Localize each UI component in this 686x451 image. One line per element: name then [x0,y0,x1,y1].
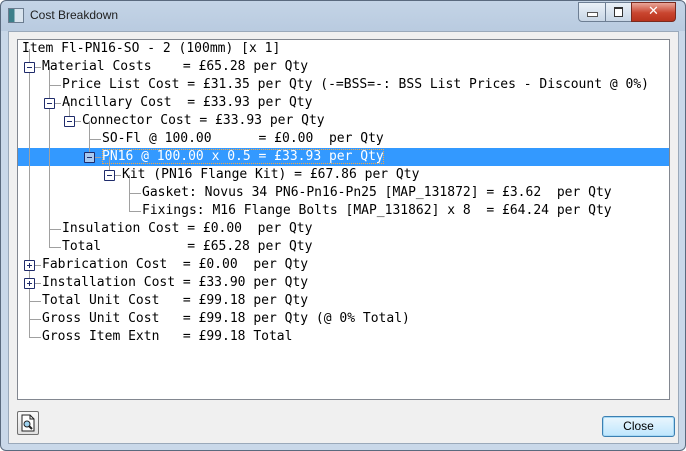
tree-line [129,211,141,212]
tree-item-label: Installation Cost = £33.90 per Qty [42,275,309,290]
tree-line [89,121,90,157]
tree-line [29,319,41,320]
tree-line [49,103,61,104]
cost-tree[interactable]: Item Fl-PN16-SO - 2 (100mm) [x 1] Materia… [17,39,670,400]
tree-item-label: Gross Unit Cost = £99.18 per Qty (@ 0% T… [42,311,410,326]
tree-item[interactable]: Item Fl-PN16-SO - 2 (100mm) [x 1] [22,40,280,58]
collapse-minus-icon[interactable] [44,98,55,109]
tree-line [89,157,101,158]
tree-line [89,139,101,140]
tree-item[interactable]: Installation Cost = £33.90 per Qty [42,274,308,292]
expand-plus-icon[interactable] [24,278,35,289]
tree-item[interactable]: Kit (PN16 Flange Kit) = £67.86 per Qty [122,166,419,184]
tree-item[interactable]: Total Unit Cost = £99.18 per Qty [42,292,308,310]
tree-line [49,229,61,230]
collapse-minus-icon[interactable] [64,116,75,127]
tree-line [49,85,61,86]
tree-item[interactable]: Gross Item Extn = £99.18 Total [42,328,292,346]
tree-line [29,67,41,68]
dialog-body: Item Fl-PN16-SO - 2 (100mm) [x 1] Materia… [8,31,679,444]
tree-item-label: Kit (PN16 Flange Kit) = £67.86 per Qty [122,167,420,182]
tree-item[interactable]: PN16 @ 100.00 x 0.5 = £33.93 per Qty [102,148,384,166]
close-window-button[interactable]: ✕ [631,2,676,22]
tree-item-label: Ancillary Cost = £33.93 per Qty [62,95,313,110]
tree-line [49,67,50,247]
tree-item[interactable]: Ancillary Cost = £33.93 per Qty [62,94,312,112]
tree-item[interactable]: Total = £65.28 per Qty [62,238,312,256]
minimize-icon [587,12,598,17]
tree-item[interactable]: Insulation Cost = £0.00 per Qty [62,220,312,238]
tree-line [29,337,41,338]
tree-item[interactable]: Fabrication Cost = £0.00 per Qty [42,256,308,274]
tree-line [69,103,70,121]
tree-item-label: Gasket: Novus 34 PN6-Pn16-Pn25 [MAP_1318… [142,185,612,200]
selection-highlight [18,148,669,166]
title-bar[interactable]: Cost Breakdown ✕ [1,1,685,31]
tree-item[interactable]: Material Costs = £65.28 per Qty [42,58,308,76]
tree-item[interactable]: Fixings: M16 Flange Bolts [MAP_131862] x… [142,202,612,220]
minimize-button[interactable] [578,2,606,22]
tree-item[interactable]: Price List Cost = £31.35 per Qty (-=BSS=… [62,76,649,94]
window-title: Cost Breakdown [30,8,119,22]
tree-item-label: Fabrication Cost = £0.00 per Qty [42,257,309,272]
app-icon [8,8,24,23]
tree-item[interactable]: Gasket: Novus 34 PN6-Pn16-Pn25 [MAP_1318… [142,184,612,202]
tree-item[interactable]: Connector Cost = £33.93 per Qty [82,112,325,130]
maximize-icon [614,7,623,17]
tree-item-label: Connector Cost = £33.93 per Qty [82,113,325,128]
tree-item[interactable]: SO-Fl @ 100.00 = £0.00 per Qty [102,130,384,148]
tree-line [49,247,61,248]
print-preview-icon [21,414,35,432]
tree-line [109,157,110,175]
tree-line [29,49,30,337]
collapse-minus-icon[interactable] [24,62,35,73]
tree-item-label: Gross Item Extn = £99.18 Total [42,329,293,344]
tree-item-label: SO-Fl @ 100.00 = £0.00 per Qty [102,131,384,146]
tree-line [29,301,41,302]
tree-item-label: Fixings: M16 Flange Bolts [MAP_131862] x… [142,203,612,218]
tree-item[interactable]: Gross Unit Cost = £99.18 per Qty (@ 0% T… [42,310,410,328]
expand-plus-icon[interactable] [24,260,35,271]
close-icon: ✕ [648,4,659,19]
tree-line [29,265,41,266]
tree-item-label: Price List Cost = £31.35 per Qty (-=BSS=… [62,77,649,92]
tree-item-label: Insulation Cost = £0.00 per Qty [62,221,313,236]
close-button[interactable]: Close [602,416,675,437]
collapse-minus-icon[interactable] [84,152,95,163]
collapse-minus-icon[interactable] [104,170,115,181]
maximize-button[interactable] [605,2,632,22]
tree-item-label: Total Unit Cost = £99.18 per Qty [42,293,309,308]
tree-item-label: Total = £65.28 per Qty [62,239,313,254]
print-preview-button[interactable] [17,411,39,435]
tree-line [129,175,130,211]
tree-line [109,175,121,176]
tree-item-label: Material Costs = £65.28 per Qty [42,59,309,74]
tree-line [129,193,141,194]
tree-item-label: Item Fl-PN16-SO - 2 (100mm) [x 1] [22,41,281,56]
tree-line [69,121,81,122]
tree-line [29,283,41,284]
tree-item-label: PN16 @ 100.00 x 0.5 = £33.93 per Qty [102,149,384,164]
